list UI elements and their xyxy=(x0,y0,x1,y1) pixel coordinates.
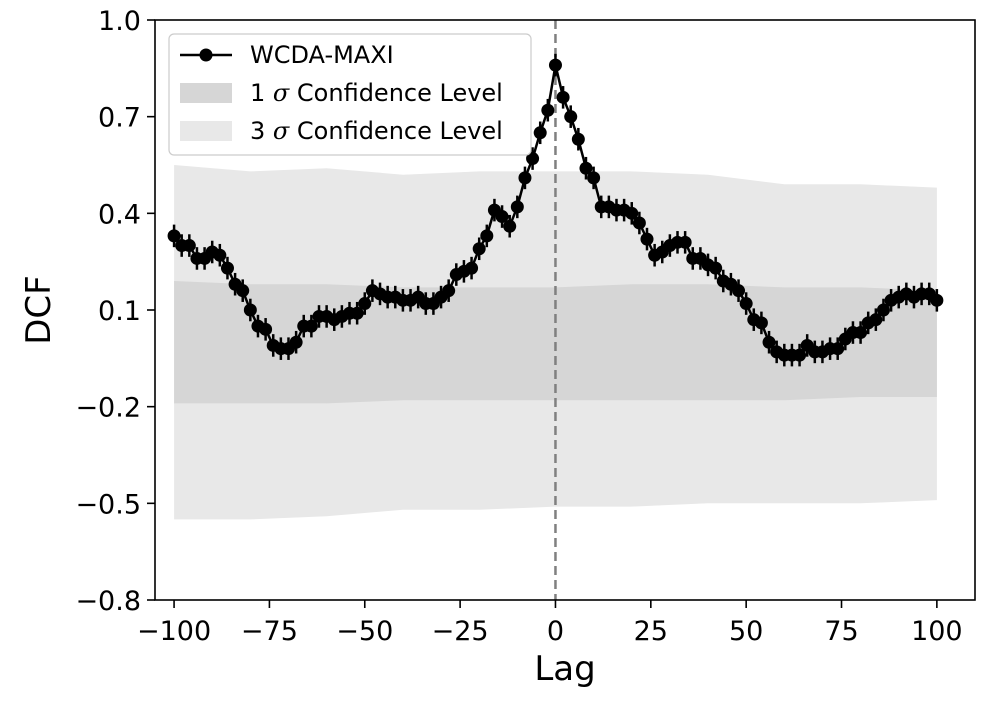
data-point xyxy=(442,284,456,298)
data-point xyxy=(503,219,517,233)
x-tick-label: 25 xyxy=(634,616,668,647)
data-point xyxy=(495,210,509,224)
legend-label-3sigma: 3 σ Confidence Level xyxy=(250,117,503,145)
data-point xyxy=(480,229,494,243)
legend-swatch-1sigma xyxy=(180,83,232,103)
data-point xyxy=(236,284,250,298)
y-axis-title: DCF xyxy=(19,275,59,344)
legend-item-3sigma: 3 σ Confidence Level xyxy=(180,117,503,145)
data-point xyxy=(548,58,562,72)
data-point xyxy=(632,216,646,230)
data-point xyxy=(182,239,196,253)
data-point xyxy=(304,319,318,333)
x-tick-label: 0 xyxy=(547,616,564,647)
legend-label-series: WCDA-MAXI xyxy=(250,41,394,69)
data-point xyxy=(579,161,593,175)
x-tick-label: −25 xyxy=(432,616,489,647)
data-point xyxy=(869,313,883,327)
x-tick-label: −50 xyxy=(336,616,393,647)
legend-swatch-3sigma xyxy=(180,121,232,141)
legend-marker-swatch xyxy=(199,48,213,62)
legend-frame xyxy=(168,33,532,156)
y-tick-label: −0.8 xyxy=(75,586,141,617)
x-tick-label: 100 xyxy=(911,616,963,647)
series-layer xyxy=(167,53,944,367)
data-point xyxy=(793,348,807,362)
data-point xyxy=(510,200,524,214)
x-axis-title: Lag xyxy=(534,649,595,689)
data-point xyxy=(220,261,234,275)
data-point xyxy=(854,326,868,340)
data-point xyxy=(739,297,753,311)
x-axis: −100 −75 −50 −25 0 25 50 75 100 xyxy=(137,600,963,647)
y-tick-label: −0.2 xyxy=(75,393,141,424)
data-point xyxy=(709,261,723,275)
data-point xyxy=(762,335,776,349)
data-point xyxy=(556,90,570,104)
data-point xyxy=(465,261,479,275)
data-point xyxy=(213,248,227,262)
y-tick-label: 0.4 xyxy=(98,199,141,230)
data-point xyxy=(876,303,890,317)
y-tick-label: 0.1 xyxy=(98,296,141,327)
data-point xyxy=(678,235,692,249)
data-point xyxy=(289,335,303,349)
data-point xyxy=(587,171,601,185)
legend-item-series: WCDA-MAXI xyxy=(180,41,394,69)
y-axis: −0.8 −0.5 −0.2 0.1 0.4 0.7 1.0 xyxy=(75,6,155,617)
y-tick-label: −0.5 xyxy=(75,489,141,520)
data-point xyxy=(732,284,746,298)
data-point xyxy=(167,229,181,243)
data-point xyxy=(358,297,372,311)
data-point xyxy=(518,171,532,185)
data-point xyxy=(564,110,578,124)
x-tick-label: −100 xyxy=(137,616,211,647)
data-point xyxy=(541,103,555,117)
data-point xyxy=(930,293,944,307)
y-tick-label: 1.0 xyxy=(98,6,141,37)
x-tick-label: 75 xyxy=(824,616,858,647)
data-point xyxy=(533,126,547,140)
data-point xyxy=(640,232,654,246)
data-point xyxy=(571,132,585,146)
x-tick-label: −75 xyxy=(241,616,298,647)
y-tick-label: 0.7 xyxy=(98,103,141,134)
data-point xyxy=(350,306,364,320)
data-point xyxy=(625,206,639,220)
data-point xyxy=(754,316,768,330)
legend: WCDA-MAXI 1 σ Confidence Level 3 σ Confi… xyxy=(168,33,532,156)
data-point xyxy=(259,322,273,336)
data-point xyxy=(831,342,845,356)
data-point xyxy=(526,152,540,166)
legend-label-1sigma: 1 σ Confidence Level xyxy=(250,79,503,107)
legend-item-1sigma: 1 σ Confidence Level xyxy=(180,79,503,107)
data-point xyxy=(472,242,486,256)
x-tick-label: 50 xyxy=(729,616,763,647)
data-point xyxy=(243,303,257,317)
